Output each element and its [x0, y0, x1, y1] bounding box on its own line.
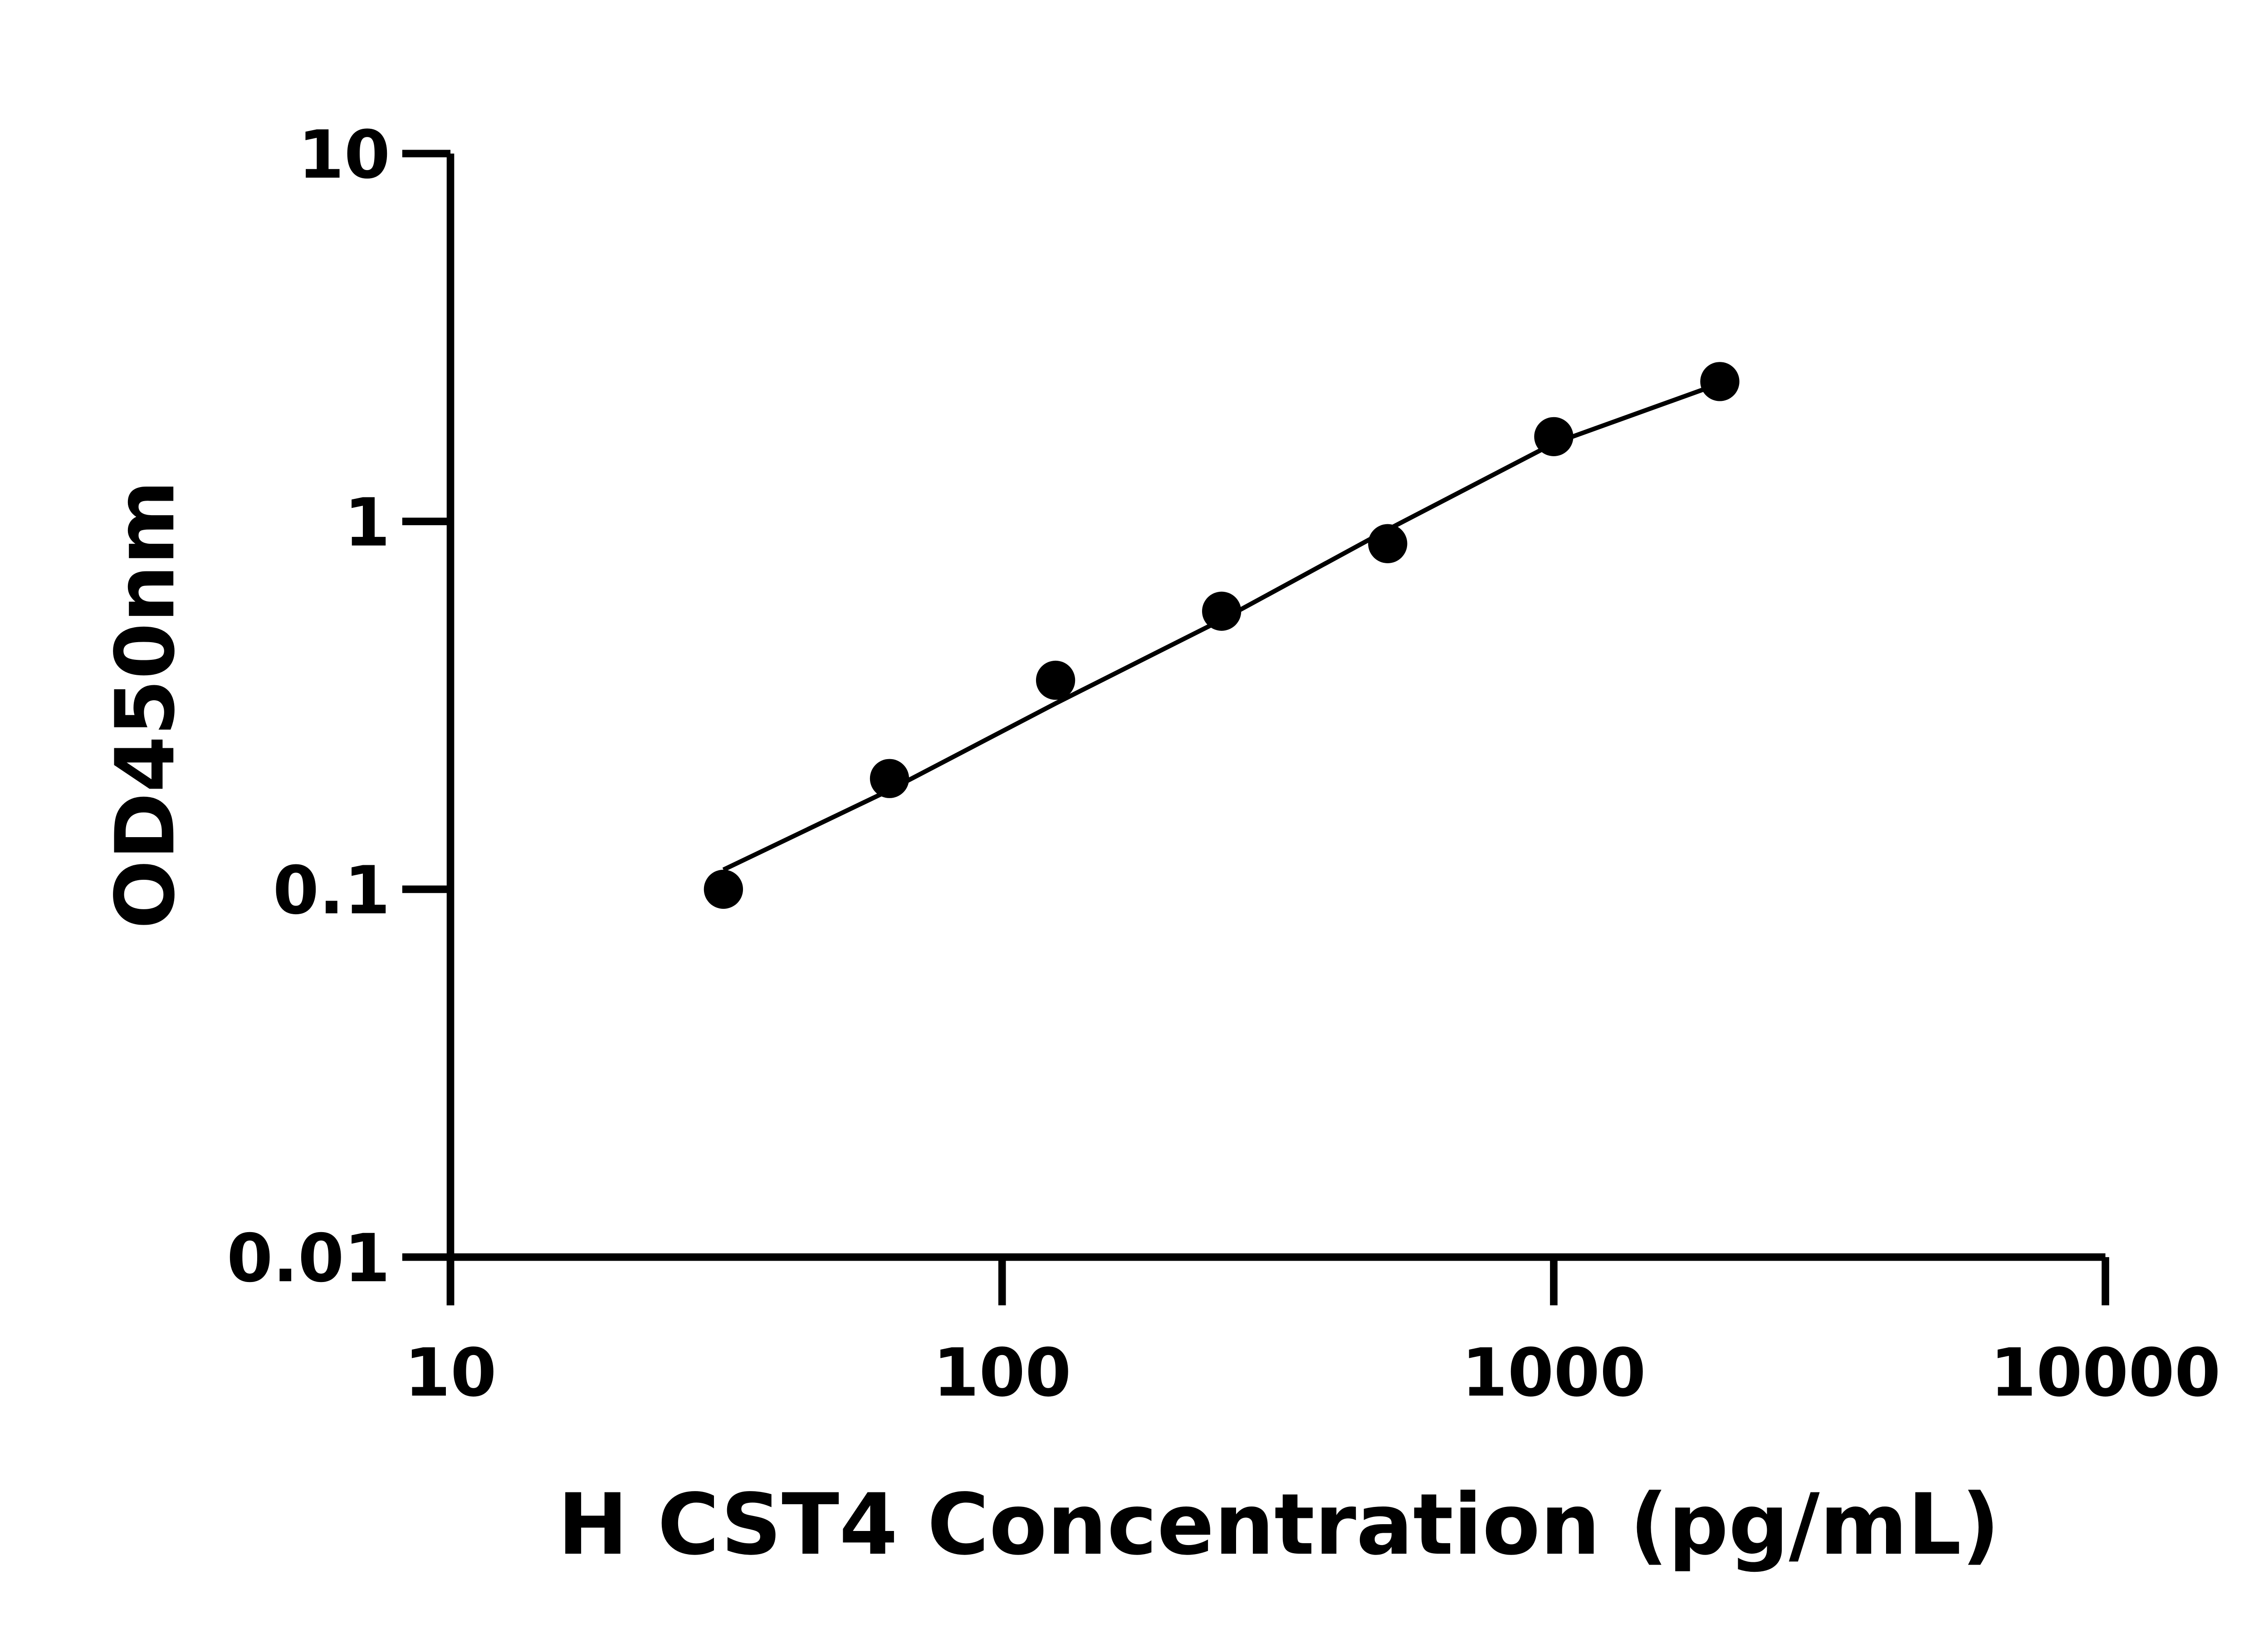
y-axis-label: OD450nm — [98, 480, 193, 929]
x-tick-label: 100 — [933, 1335, 1071, 1412]
x-axis-label: H CST4 Concentration (pg/mL) — [557, 1475, 2000, 1574]
x-tick-label: 10000 — [1990, 1335, 2220, 1412]
y-tick-label: 10 — [298, 117, 390, 194]
x-tick-label: 10 — [404, 1335, 496, 1412]
x-tick-label: 1000 — [1461, 1335, 1646, 1412]
y-tick-label: 0.1 — [273, 852, 391, 929]
data-point — [870, 759, 909, 798]
data-point — [1036, 660, 1075, 700]
y-tick-label: 1 — [344, 484, 391, 561]
data-point — [1700, 362, 1740, 401]
data-point — [1202, 591, 1242, 631]
data-point — [704, 869, 743, 909]
fit-curve — [722, 381, 1721, 872]
y-tick-label: 0.01 — [227, 1220, 390, 1297]
